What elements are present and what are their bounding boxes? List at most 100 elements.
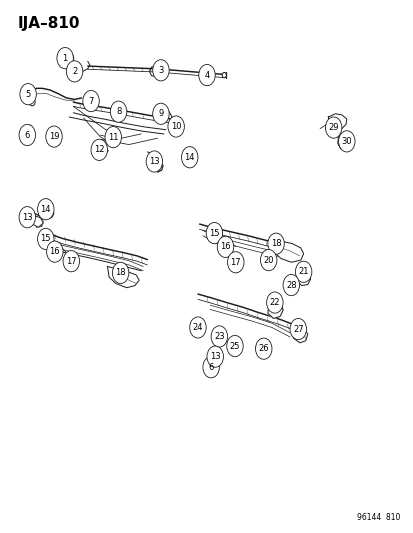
Circle shape (52, 131, 57, 139)
Circle shape (110, 101, 126, 122)
Text: 7: 7 (88, 96, 93, 106)
Text: 25: 25 (229, 342, 240, 351)
Circle shape (260, 347, 265, 353)
Circle shape (38, 228, 54, 249)
Text: 13: 13 (209, 352, 220, 361)
Circle shape (222, 72, 226, 78)
Circle shape (105, 126, 121, 148)
Text: 12: 12 (94, 146, 104, 155)
Text: 18: 18 (115, 268, 126, 277)
Circle shape (146, 151, 162, 172)
Circle shape (338, 131, 354, 152)
Circle shape (181, 147, 197, 168)
Circle shape (325, 117, 341, 138)
Circle shape (19, 207, 36, 228)
Circle shape (112, 262, 128, 284)
Circle shape (152, 103, 169, 124)
Circle shape (66, 61, 83, 82)
Text: 27: 27 (292, 325, 303, 334)
Text: 10: 10 (171, 122, 181, 131)
Circle shape (206, 222, 222, 244)
Polygon shape (215, 331, 226, 344)
Text: 2: 2 (72, 67, 77, 76)
Text: 28: 28 (285, 280, 296, 289)
Polygon shape (112, 106, 125, 118)
Circle shape (19, 124, 36, 146)
Polygon shape (261, 256, 272, 268)
Text: 20: 20 (263, 256, 273, 265)
Circle shape (28, 87, 34, 94)
Text: 13: 13 (22, 213, 33, 222)
Text: 3: 3 (158, 66, 163, 75)
Circle shape (295, 261, 311, 282)
Text: 29: 29 (328, 123, 338, 132)
Polygon shape (267, 298, 282, 318)
Text: 23: 23 (214, 332, 224, 341)
Text: 4: 4 (204, 70, 209, 79)
Circle shape (211, 326, 227, 347)
Text: 14: 14 (40, 205, 51, 214)
Circle shape (69, 261, 74, 268)
Circle shape (212, 350, 218, 357)
Circle shape (217, 236, 233, 257)
Text: 8: 8 (116, 107, 121, 116)
Circle shape (46, 126, 62, 147)
Text: 21: 21 (298, 268, 308, 276)
Circle shape (189, 317, 206, 338)
Text: 16: 16 (50, 247, 60, 256)
Circle shape (208, 359, 214, 367)
Polygon shape (32, 215, 43, 227)
Text: 15: 15 (40, 235, 51, 244)
Text: 5: 5 (26, 90, 31, 99)
Polygon shape (85, 97, 95, 103)
Circle shape (174, 123, 180, 132)
Circle shape (234, 260, 238, 266)
Circle shape (29, 99, 35, 106)
Text: 6: 6 (24, 131, 30, 140)
Text: 6: 6 (208, 363, 213, 372)
Circle shape (255, 338, 271, 359)
Circle shape (47, 241, 63, 262)
Circle shape (63, 251, 79, 272)
Text: 19: 19 (49, 132, 59, 141)
Polygon shape (296, 268, 310, 286)
Polygon shape (337, 135, 352, 151)
Text: 22: 22 (269, 298, 280, 307)
Polygon shape (271, 240, 303, 262)
Circle shape (152, 60, 169, 81)
Circle shape (282, 274, 299, 296)
Circle shape (38, 199, 54, 220)
Text: 18: 18 (270, 239, 281, 248)
Circle shape (267, 233, 284, 254)
Circle shape (227, 252, 243, 273)
Text: 16: 16 (220, 243, 230, 252)
Circle shape (91, 139, 107, 160)
Circle shape (202, 357, 219, 378)
Text: 14: 14 (184, 153, 195, 162)
Text: IJA–810: IJA–810 (18, 16, 80, 31)
Text: 17: 17 (66, 257, 76, 265)
Circle shape (266, 292, 282, 313)
Polygon shape (328, 114, 346, 130)
Circle shape (206, 346, 223, 367)
Text: 24: 24 (192, 323, 203, 332)
Circle shape (231, 344, 236, 350)
Text: 17: 17 (230, 258, 240, 266)
Text: 15: 15 (209, 229, 219, 238)
Circle shape (226, 335, 242, 357)
Text: 9: 9 (158, 109, 163, 118)
Circle shape (168, 116, 184, 137)
Text: 1: 1 (62, 54, 68, 62)
Polygon shape (285, 280, 297, 294)
Text: 11: 11 (108, 133, 118, 142)
Circle shape (290, 318, 306, 340)
Circle shape (198, 64, 215, 86)
Circle shape (260, 249, 276, 271)
Text: 96144  810: 96144 810 (356, 513, 399, 522)
Polygon shape (292, 324, 307, 343)
Circle shape (83, 91, 99, 112)
Circle shape (57, 47, 73, 69)
Polygon shape (107, 266, 139, 288)
Text: 26: 26 (258, 344, 268, 353)
Text: 30: 30 (341, 137, 351, 146)
